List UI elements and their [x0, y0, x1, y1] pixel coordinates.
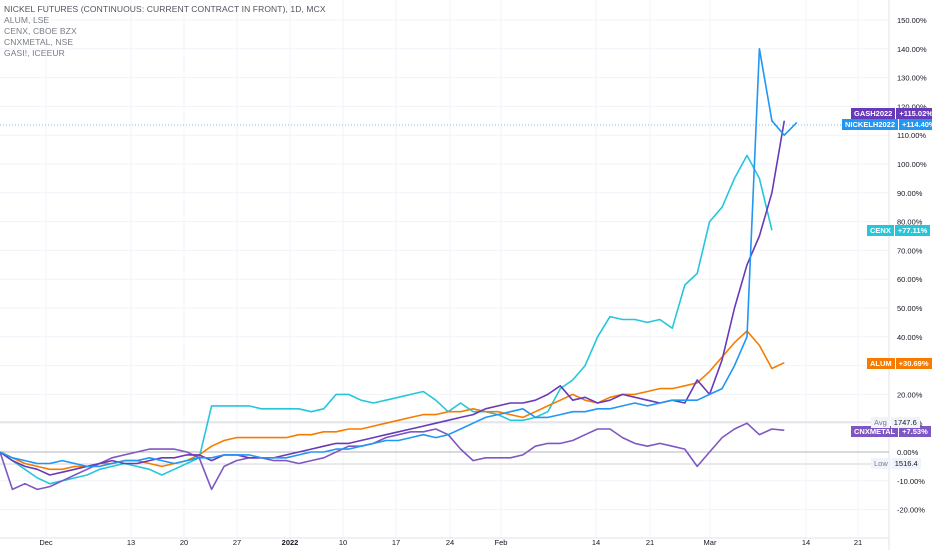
x-tick-label: Feb: [495, 538, 508, 547]
avg-level-name: Avg: [871, 417, 890, 428]
y-tick-label: 60.00%: [897, 275, 923, 284]
series-line-cenx: [0, 154, 773, 485]
price-badge-gash2022: GASH2022 +115.02%: [851, 108, 932, 119]
series-line-cnxmetal: [0, 422, 785, 491]
y-tick-label: 90.00%: [897, 189, 923, 198]
x-tick-label: 24: [446, 538, 454, 547]
low-level-label: Low 1516.4: [871, 458, 921, 469]
x-tick-label: 17: [392, 538, 400, 547]
price-badge-cnxmetal: CNXMETAL +7.53%: [851, 426, 931, 437]
legend-item-cenx[interactable]: CENX, CBOE BZX: [4, 26, 77, 36]
x-tick-label: 14: [802, 538, 810, 547]
price-badge-value: +7.53%: [899, 426, 931, 437]
low-level-value: 1516.4: [891, 458, 921, 469]
price-badge-value: +30.69%: [895, 358, 932, 369]
x-tick-label: Mar: [704, 538, 717, 547]
price-badge-name: CNXMETAL: [851, 426, 899, 437]
price-badge-value: +115.02%: [896, 108, 932, 119]
y-tick-label: 70.00%: [897, 246, 923, 255]
x-tick-label: 10: [339, 538, 347, 547]
price-badge-value: +114.40%: [899, 119, 932, 130]
y-tick-label: 50.00%: [897, 304, 923, 313]
avg-level-value: 1747.6: [890, 417, 920, 428]
price-badge-name: CENX: [867, 225, 894, 236]
series-line-nickelh2022: [0, 47, 798, 468]
y-tick-label: 0.00%: [897, 448, 919, 457]
y-tick-label: 110.00%: [897, 131, 926, 140]
y-tick-label: 120.00%: [897, 102, 927, 111]
y-tick-label: 140.00%: [897, 45, 927, 54]
price-badge-name: NICKELH2022: [842, 119, 899, 130]
x-tick-label: 14: [592, 538, 600, 547]
x-tick-label: 2022: [282, 538, 299, 547]
price-badge-nickelh2022: NICKELH2022+114.40%: [842, 119, 932, 130]
x-tick-label: 13: [127, 538, 135, 547]
legend-item-gasi[interactable]: GASI!, ICEEUR: [4, 48, 65, 58]
price-badge-alum: ALUM +30.69%: [867, 358, 932, 369]
x-tick-label: 21: [646, 538, 654, 547]
y-tick-label: 40.00%: [897, 333, 923, 342]
low-level-name: Low: [871, 458, 891, 469]
x-tick-label: 21: [854, 538, 862, 547]
x-tick-label: 20: [180, 538, 188, 547]
legend-item-alum[interactable]: ALUM, LSE: [4, 15, 50, 25]
legend-main-symbol[interactable]: NICKEL FUTURES (CONTINUOUS: CURRENT CONT…: [4, 4, 326, 14]
y-tick-label: 80.00%: [897, 218, 923, 227]
x-tick-label: Dec: [39, 538, 53, 547]
series-line-alum: [0, 330, 785, 471]
legend-item-cnxmetal[interactable]: CNXMETAL, NSE: [4, 37, 74, 47]
y-tick-label: -10.00%: [897, 477, 925, 486]
y-tick-label: 20.00%: [897, 390, 923, 399]
avg-level-label: Avg 1747.6: [871, 417, 920, 428]
price-badge-name: ALUM: [867, 358, 895, 369]
price-badge-name: GASH2022: [851, 108, 896, 119]
price-badge-value: +77.11%: [894, 225, 931, 236]
x-tick-label: 27: [233, 538, 241, 547]
y-tick-label: 130.00%: [897, 74, 927, 83]
chart-legend: NICKEL FUTURES (CONTINUOUS: CURRENT CONT…: [4, 4, 326, 59]
price-badge-cenx: CENX +77.11%: [867, 225, 931, 236]
y-tick-label: -20.00%: [897, 506, 925, 515]
y-tick-label: 100.00%: [897, 160, 927, 169]
series-line-gash2022: [0, 120, 786, 476]
y-tick-label: 150.00%: [897, 16, 927, 25]
